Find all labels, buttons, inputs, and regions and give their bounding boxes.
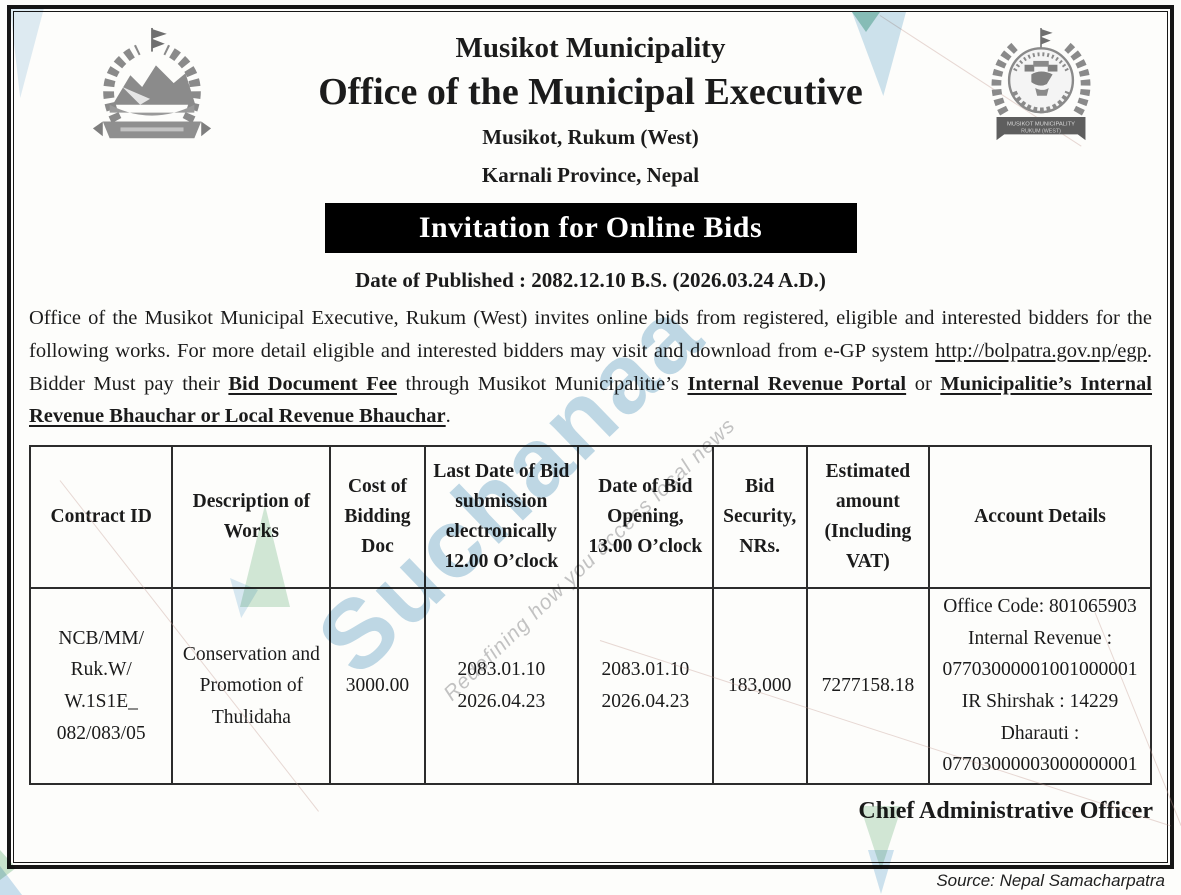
contract-id-line: NCB/MM/ — [58, 627, 144, 649]
col-header-last-date: Last Date of Bid submission electronical… — [423, 445, 580, 590]
account-internal-revenue-label: Internal Revenue : — [967, 627, 1112, 649]
cell-estimated-amount: 7277158.18 — [805, 587, 930, 785]
cell-opening-date: 2083.01.10 2026.04.23 — [577, 587, 714, 785]
last-date-bs: 2083.01.10 — [457, 659, 546, 681]
published-date: Date of Published : 2082.12.10 B.S. (202… — [355, 268, 826, 292]
contract-id-line: W.1S1E_ — [64, 690, 138, 712]
intro-seg3: through Musikot Municipalitie’s — [396, 372, 688, 395]
account-dharauti-number: 07703000003000000001 — [942, 754, 1138, 776]
opening-date-bs: 2083.01.10 — [601, 659, 690, 681]
cell-last-date: 2083.01.10 2026.04.23 — [423, 587, 580, 785]
signature-title: Chief Administrative Officer — [858, 797, 1153, 824]
col-header-description: Description of Works — [171, 445, 332, 590]
watermark-corner-blue — [0, 866, 22, 895]
revenue-bhauchar-phrase: Municipalitie’s Internal Revenue Bhaucha… — [29, 372, 1152, 428]
account-ir-shirshak: IR Shirshak : 14229 — [961, 690, 1119, 712]
col-header-cost: Cost of Bidding Doc — [329, 445, 426, 590]
col-header-account: Account Details — [927, 445, 1153, 590]
account-internal-revenue-number: 07703000001001000001 — [942, 659, 1138, 681]
emblem-banner-text-2: RUKUM (WEST) — [1021, 128, 1061, 134]
table-row: NCB/MM/ Ruk.W/ W.1S1E_ 082/083/05 Conser… — [28, 587, 1153, 785]
intro-paragraph: Office of the Musikot Municipal Executiv… — [29, 302, 1152, 433]
cell-description: Conservation and Promotion of Thulidaha — [171, 587, 332, 785]
col-header-contract-id: Contract ID — [28, 445, 174, 590]
col-header-estimated: Estimated amount (Including VAT) — [805, 445, 930, 590]
municipality-title: Musikot Municipality — [455, 32, 726, 64]
bids-table: Contract ID Description of Works Cost of… — [28, 445, 1153, 785]
municipality-emblem-logo: MUSIKOT MUNICIPALITY RUKUM (WEST) — [991, 28, 1091, 141]
province-line: Karnali Province, Nepal — [481, 163, 700, 187]
nepal-emblem-logo — [92, 27, 212, 139]
intro-seg2: . Bidder Must pay their — [29, 339, 1152, 395]
invitation-banner: Invitation for Online Bids — [324, 203, 857, 253]
emblem-banner-text-1: MUSIKOT MUNICIPALITY — [1007, 122, 1075, 128]
cell-bid-security: 183,000 — [711, 587, 808, 785]
table-header-row: Contract ID Description of Works Cost of… — [28, 445, 1153, 590]
egp-url: http://bolpatra.gov.np/egp — [935, 339, 1147, 362]
last-date-ad: 2026.04.23 — [457, 690, 546, 712]
opening-date-ad: 2026.04.23 — [601, 690, 690, 712]
col-header-bid-security: Bid Security, NRs. — [711, 445, 808, 590]
internal-revenue-portal-phrase: Internal Revenue Portal — [687, 372, 907, 395]
intro-seg1: Office of the Musikot Municipal Executiv… — [29, 307, 1152, 362]
location-line: Musikot, Rukum (West) — [482, 125, 699, 149]
account-dharauti-label: Dharauti : — [1000, 722, 1080, 744]
notice-frame: Musikot Municipality Office of the Munic… — [7, 5, 1174, 869]
cell-account-details: Office Code: 801065903 Internal Revenue … — [927, 587, 1153, 785]
cell-contract-id: NCB/MM/ Ruk.W/ W.1S1E_ 082/083/05 — [28, 587, 174, 785]
cell-cost: 3000.00 — [329, 587, 426, 785]
col-header-opening: Date of Bid Opening, 13.00 O’clock — [577, 445, 714, 590]
source-credit: Source: Nepal Samacharpatra — [936, 871, 1165, 890]
contract-id-line: 082/083/05 — [56, 722, 146, 744]
office-title: Office of the Municipal Executive — [318, 71, 863, 113]
bid-document-fee-phrase: Bid Document Fee — [228, 372, 397, 395]
contract-id-line: Ruk.W/ — [70, 659, 132, 681]
account-office-code: Office Code: 801065903 — [943, 596, 1137, 618]
intro-seg4: or — [906, 372, 941, 395]
intro-seg5: . — [445, 405, 451, 428]
